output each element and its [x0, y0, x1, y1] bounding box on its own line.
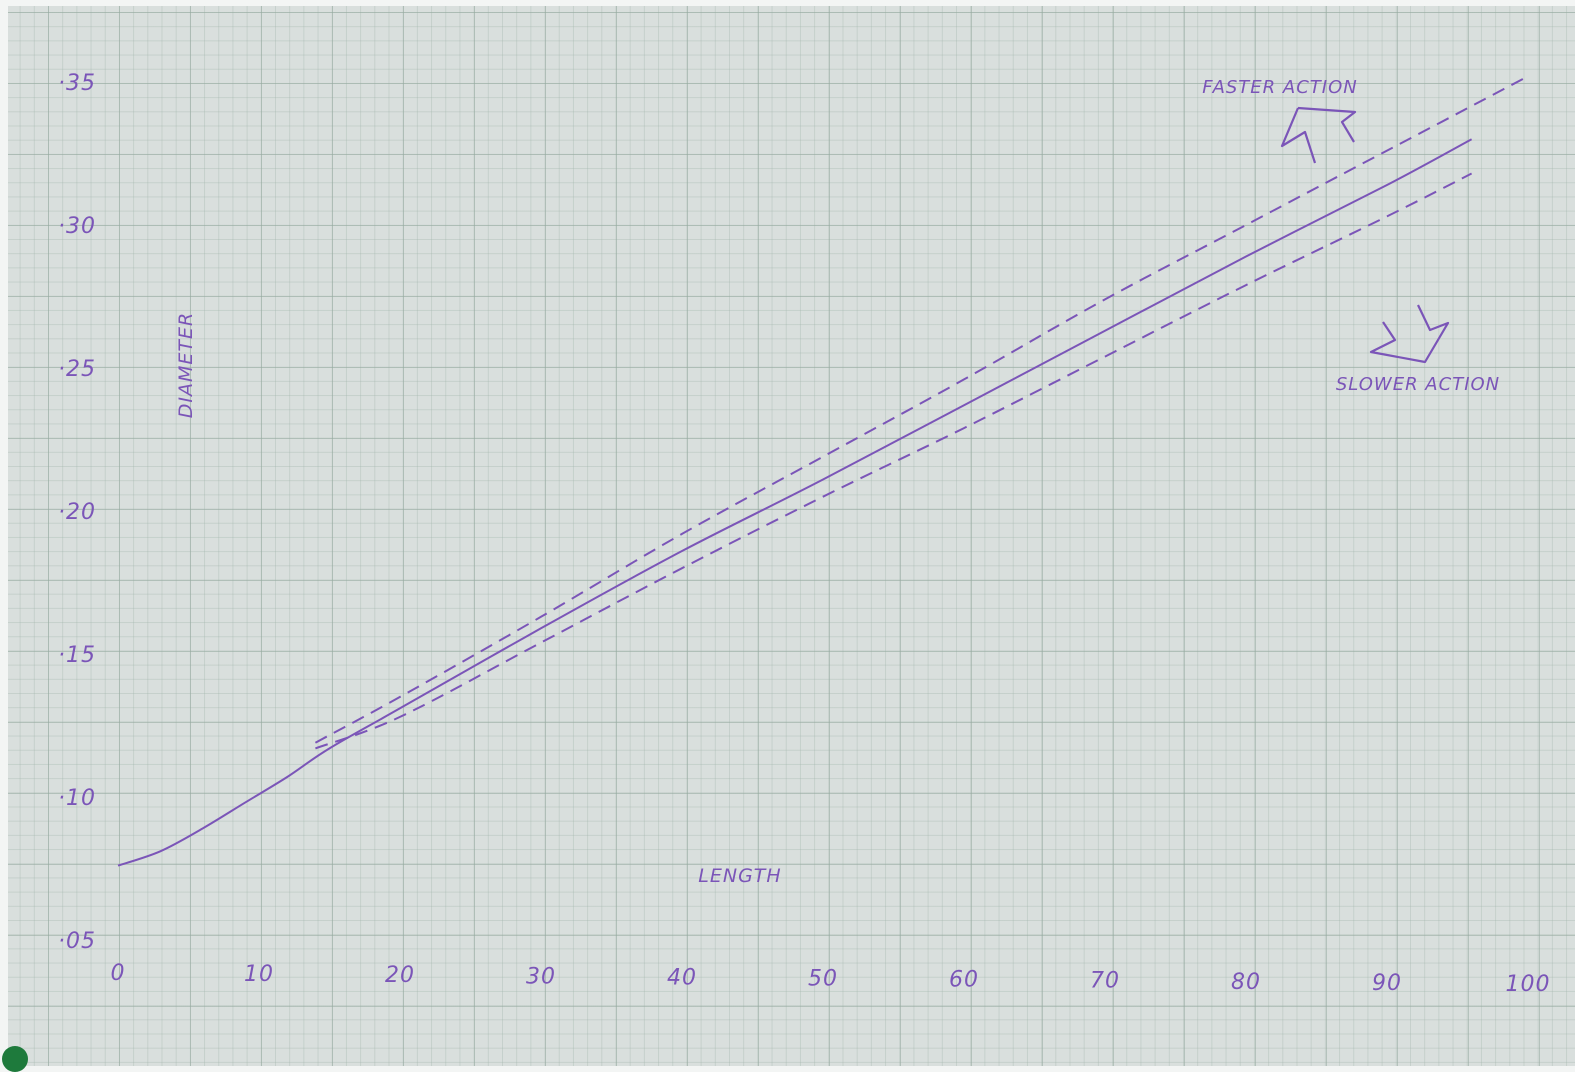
- y-tick-label: ·20: [58, 500, 96, 525]
- x-tick-label: 0: [111, 961, 126, 986]
- x-tick-label: 20: [385, 963, 415, 988]
- y-tick-label: ·30: [58, 214, 96, 239]
- x-tick-label: 60: [949, 968, 979, 993]
- x-tick-label: 70: [1090, 969, 1120, 994]
- y-tick-labels: ·05 ·10 ·15 ·20 ·25 ·30 ·35: [58, 71, 96, 954]
- y-axis-label: DIAMETER: [175, 312, 197, 418]
- y-tick-label: ·10: [58, 786, 96, 811]
- slower-action-arrow-icon: [1369, 304, 1450, 364]
- x-tick-labels: 0 10 20 30 40 50 60 70 80 90 100: [111, 961, 1551, 997]
- faster-action-arrow-icon: [1280, 106, 1357, 164]
- y-tick-label: ·15: [58, 643, 96, 668]
- x-tick-label: 40: [667, 965, 697, 990]
- x-tick-label: 10: [244, 962, 274, 987]
- y-tick-label: ·05: [58, 929, 96, 954]
- graph-paper: [8, 6, 1575, 1066]
- faster-action-label: FASTER ACTION: [1202, 77, 1357, 98]
- slower-action-label: SLOWER ACTION: [1336, 374, 1500, 395]
- lower-dashed-line: [315, 172, 1473, 750]
- x-tick-label: 50: [808, 967, 838, 992]
- x-tick-label: 100: [1506, 972, 1551, 997]
- x-axis-label: LENGTH: [698, 865, 781, 887]
- x-tick-label: 30: [526, 964, 556, 989]
- series-lines: [117, 75, 1529, 867]
- main-taper-line: [117, 138, 1473, 867]
- upper-dashed-line: [314, 75, 1529, 744]
- x-tick-label: 80: [1231, 970, 1261, 995]
- y-tick-label: ·35: [58, 71, 96, 96]
- y-tick-label: ·25: [58, 357, 96, 382]
- green-marker-dot: [2, 1046, 28, 1072]
- x-tick-label: 90: [1372, 971, 1402, 996]
